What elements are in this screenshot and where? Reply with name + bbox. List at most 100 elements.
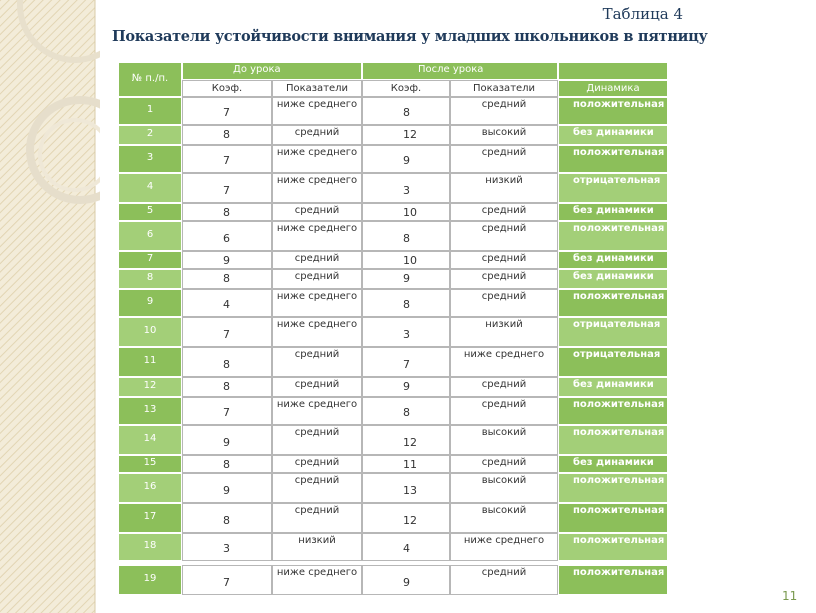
coefficient: 7 [223,184,230,197]
row-number: 5 [146,205,154,216]
cell: 10 [362,251,450,269]
dynamics: без динамики [573,253,654,264]
decor-strip [0,0,100,613]
cell: 7 [182,565,272,595]
cell: положительная [558,221,668,251]
cell: ниже среднего [272,97,362,125]
level: средний [294,475,340,486]
title: Показатели устойчивости внимания у младш… [112,28,708,45]
number-cell: 5 [118,203,182,221]
header-cell [558,62,668,80]
coefficient: 8 [223,458,230,471]
header-text: После урока [418,64,484,75]
cell: 8 [362,221,450,251]
header-text: До урока [233,64,281,75]
number-cell: 2 [118,125,182,145]
cell: ниже среднего [450,533,558,561]
coefficient: 8 [403,106,410,119]
dynamics: положительная [573,291,665,302]
cell: 8 [362,289,450,317]
row-number: 17 [143,511,157,522]
cell: ниже среднего [272,221,362,251]
cell: 12 [362,425,450,455]
cell: 9 [182,425,272,455]
level: средний [481,399,527,410]
level: средний [294,127,340,138]
level: ниже среднего [276,567,358,578]
coefficient: 9 [223,436,230,449]
cell: 4 [362,533,450,561]
row-number: 14 [143,433,157,444]
coefficient: 9 [403,272,410,285]
number-cell: 6 [118,221,182,251]
cell: 8 [182,377,272,397]
row-number: 7 [146,253,154,264]
dynamics: отрицательная [573,175,661,186]
cell: средний [450,97,558,125]
cell: средний [272,455,362,473]
cell: 3 [362,173,450,203]
coefficient: 8 [223,128,230,141]
coefficient: 8 [223,514,230,527]
cell: 7 [182,397,272,425]
page-number: 11 [782,589,798,603]
coefficient: 8 [223,358,230,371]
coefficient: 4 [223,298,230,311]
cell: средний [450,221,558,251]
header-text: № п./п. [131,73,169,84]
dynamics: без динамики [573,271,654,282]
column-header: Коэф. [211,83,243,94]
cell: положительная [558,473,668,503]
level: низкий [298,535,336,546]
level: ниже среднего [463,349,545,360]
coefficient: 9 [223,484,230,497]
cell: положительная [558,565,668,595]
level: средний [481,271,527,282]
row-number: 16 [143,481,157,492]
level: высокий [481,127,527,138]
cell: средний [272,125,362,145]
row-number: 18 [143,540,157,551]
cell: средний [450,397,558,425]
cell: положительная [558,145,668,173]
row-number: 8 [146,272,154,283]
dynamics: положительная [573,475,665,486]
cell: 11 [362,455,450,473]
coefficient: 3 [403,184,410,197]
dynamics: без динамики [573,127,654,138]
cell: средний [450,289,558,317]
coefficient: 8 [403,298,410,311]
cell: высокий [450,125,558,145]
cell: средний [272,251,362,269]
cell: 8 [182,503,272,533]
header-cell: Показатели [450,80,558,97]
cell: положительная [558,97,668,125]
row-number: 4 [146,181,154,192]
cell: 3 [362,317,450,347]
number-cell: 1 [118,97,182,125]
coefficient: 8 [403,406,410,419]
level: ниже среднего [276,99,358,110]
level: высокий [481,505,527,516]
cell: ниже среднего [450,347,558,377]
dynamics: положительная [573,399,665,410]
column-header: Коэф. [390,83,422,94]
cell: 10 [362,203,450,221]
number-cell: 11 [118,347,182,377]
dynamics: отрицательная [573,319,661,330]
header-cell: До урока [182,62,362,80]
coefficient: 12 [403,128,417,141]
number-cell: 16 [118,473,182,503]
coefficient: 9 [403,576,410,589]
cell: 7 [182,317,272,347]
cell: средний [272,473,362,503]
level: ниже среднего [276,223,358,234]
cell: 3 [182,533,272,561]
dynamics: положительная [573,427,665,438]
cell: ниже среднего [272,317,362,347]
dynamics: положительная [573,567,665,578]
cell: положительная [558,397,668,425]
cell: 7 [182,97,272,125]
cell: без динамики [558,203,668,221]
cell: 7 [182,173,272,203]
